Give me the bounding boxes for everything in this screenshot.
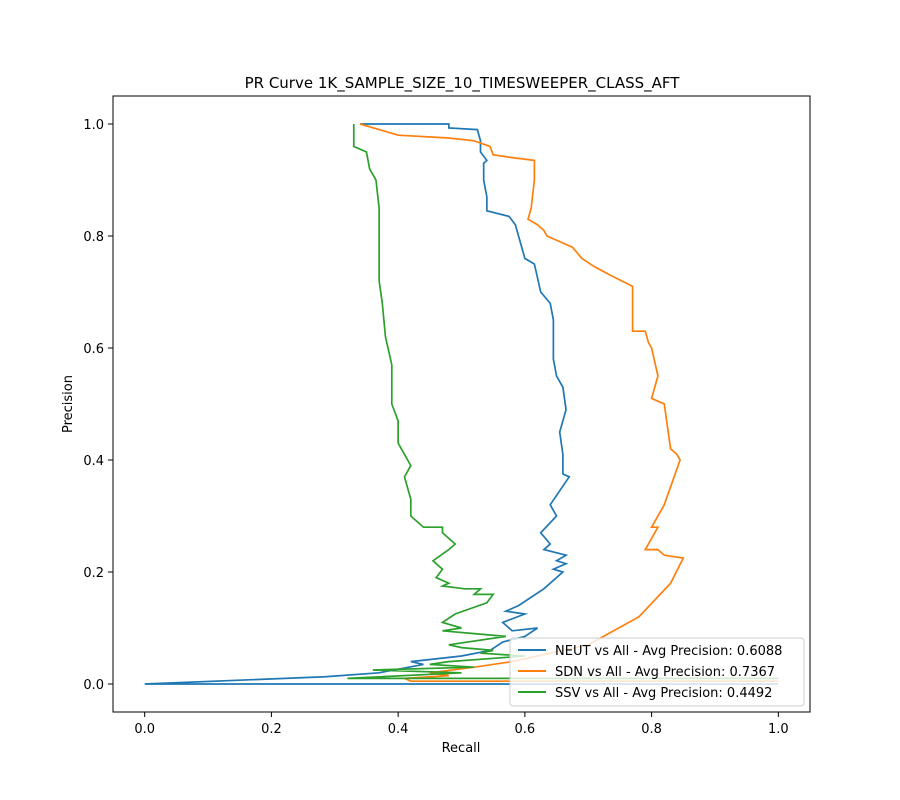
chart-title: PR Curve 1K_SAMPLE_SIZE_10_TIMESWEEPER_C…	[245, 74, 681, 93]
x-tick-label-0: 0.0	[134, 722, 155, 737]
series-line-2	[347, 124, 779, 680]
y-tick-label-0: 0.0	[83, 678, 104, 693]
y-tick-label-5: 1.0	[83, 118, 104, 133]
y-axis-label: Precision	[61, 375, 76, 433]
series-line-1	[359, 123, 779, 683]
x-tick-label-2: 0.4	[388, 722, 409, 737]
x-tick-label-5: 1.0	[768, 722, 789, 737]
legend-box	[509, 637, 805, 707]
series-layer	[144, 123, 779, 685]
series-line-0	[144, 123, 779, 685]
x-axis-label: Recall	[442, 741, 481, 756]
legend-label-1: SDN vs All - Avg Precision: 0.7367	[555, 665, 775, 680]
y-tick-label-4: 0.8	[83, 230, 104, 245]
x-tick-label-3: 0.6	[515, 722, 536, 737]
x-tick-label-4: 0.8	[641, 722, 662, 737]
x-tick-label-1: 0.2	[261, 722, 282, 737]
x-axis-ticks: 0.0 0.2 0.4 0.6 0.8 1.0	[134, 712, 789, 737]
y-tick-label-1: 0.2	[83, 566, 104, 581]
y-tick-label-2: 0.4	[83, 454, 104, 469]
plot-frame	[112, 95, 811, 713]
y-tick-label-3: 0.6	[83, 342, 104, 357]
legend-label-2: SSV vs All - Avg Precision: 0.4492	[555, 686, 772, 701]
y-axis-ticks: 0.0 0.2 0.4 0.6 0.8 1.0	[83, 118, 113, 693]
legend-label-0: NEUT vs All - Avg Precision: 0.6088	[555, 644, 782, 659]
legend: NEUT vs All - Avg Precision: 0.6088 SDN v…	[509, 637, 805, 707]
